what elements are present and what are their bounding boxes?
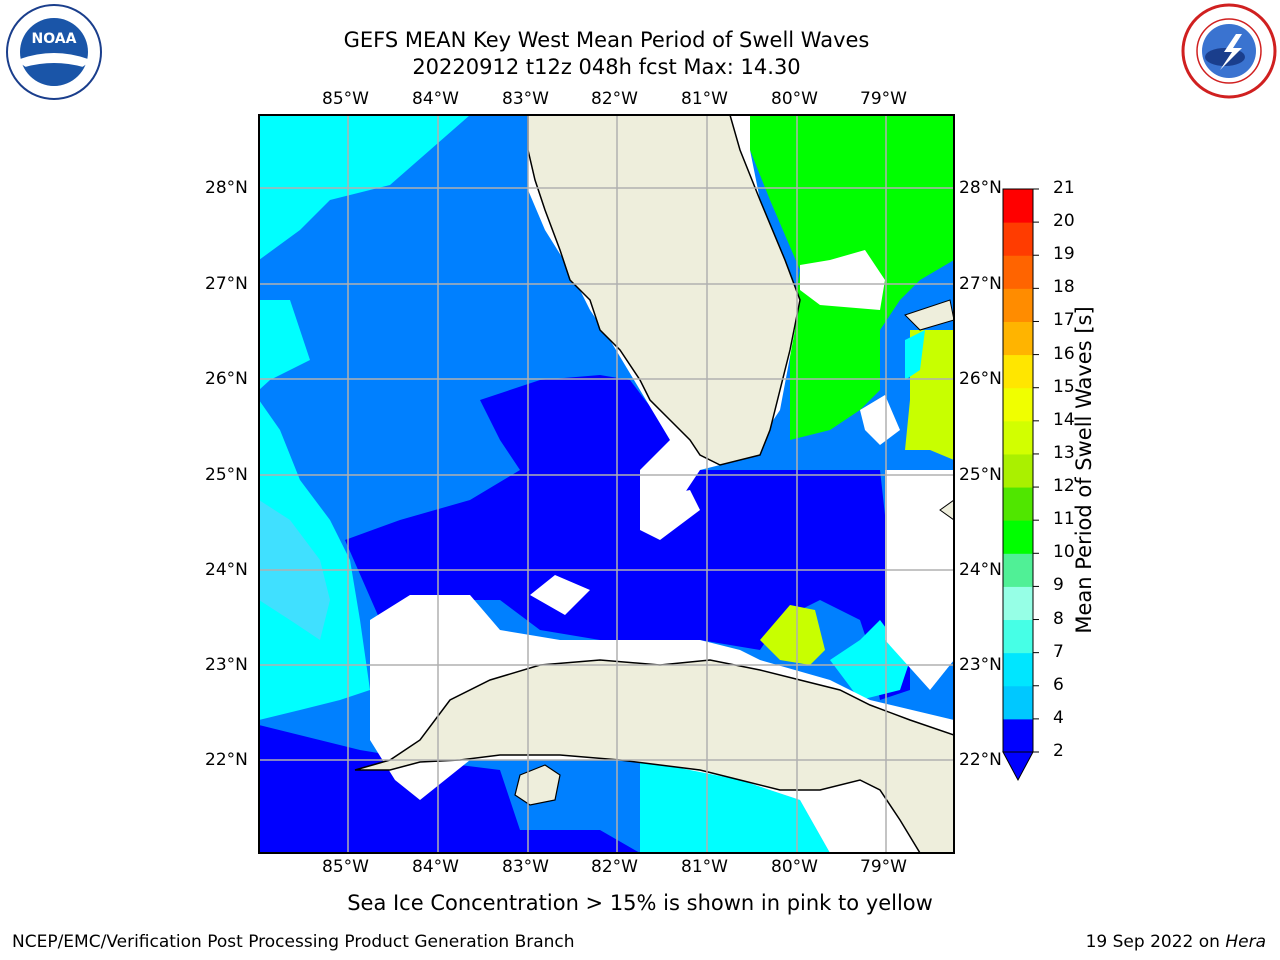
lat-label-left-3: 26°N [205, 369, 248, 389]
lon-label-bottom-6: 80°W [771, 857, 818, 877]
colorbar-bin [1003, 387, 1033, 422]
map-frame [258, 114, 955, 854]
lon-label-top-1: 85°W [322, 89, 369, 109]
colorbar-tick-label: 12 [1053, 476, 1075, 497]
lon-label-bottom-5: 81°W [681, 857, 728, 877]
lat-label-left-4: 25°N [205, 465, 248, 485]
lon-label-top-2: 84°W [412, 89, 459, 109]
map-gridlines [259, 115, 954, 853]
lon-label-bottom-7: 79°W [860, 857, 907, 877]
colorbar-bin [1003, 685, 1033, 720]
lon-label-top-3: 83°W [502, 89, 549, 109]
lat-label-right-2: 27°N [959, 274, 1002, 294]
colorbar-tick-label: 20 [1053, 211, 1075, 232]
colorbar-tick-label: 16 [1053, 343, 1075, 364]
lon-label-top-6: 80°W [771, 89, 818, 109]
lon-label-top-5: 81°W [681, 89, 728, 109]
lat-label-left-5: 24°N [205, 560, 248, 580]
colorbar-bin [1003, 189, 1033, 223]
footer-date-text: 19 Sep 2022 on [1085, 932, 1226, 952]
footer-host: Hera [1225, 932, 1266, 952]
chart-title-line1: GEFS MEAN Key West Mean Period of Swell … [343, 28, 870, 52]
colorbar-bin [1003, 420, 1033, 455]
colorbar-bin [1003, 453, 1033, 488]
colorbar [1002, 188, 1039, 782]
colorbar-label: Mean Period of Swell Waves [s] [1072, 306, 1096, 634]
colorbar-tick-label: 8 [1053, 608, 1064, 629]
colorbar-tick-label: 7 [1053, 641, 1064, 662]
lat-label-right-5: 24°N [959, 560, 1002, 580]
colorbar-frame [1002, 188, 1034, 753]
colorbar-tick-label: 4 [1053, 707, 1064, 728]
colorbar-tick-label: 14 [1053, 409, 1075, 430]
lon-label-top-4: 82°W [591, 89, 638, 109]
colorbar-tick-label: 10 [1053, 542, 1075, 563]
lat-label-right-4: 25°N [959, 465, 1002, 485]
colorbar-tick-label: 11 [1053, 509, 1075, 530]
noaa-logo-text: NOAA [32, 31, 77, 47]
colorbar-tick-label: 15 [1053, 376, 1075, 397]
colorbar-bin [1003, 652, 1033, 687]
map-field [259, 115, 954, 853]
lon-label-bottom-3: 83°W [502, 857, 549, 877]
lat-label-right-3: 26°N [959, 369, 1002, 389]
colorbar-bin [1003, 586, 1033, 621]
colorbar-bin [1003, 222, 1033, 256]
sea-ice-caption: Sea Ice Concentration > 15% is shown in … [347, 891, 933, 915]
nws-logo [1181, 3, 1277, 99]
colorbar-bin [1003, 553, 1033, 587]
colorbar-tick-label: 17 [1053, 310, 1075, 331]
colorbar-tick-label: 18 [1053, 277, 1075, 298]
colorbar-bin [1003, 487, 1033, 521]
colorbar-bin [1003, 520, 1033, 554]
lat-label-right-1: 28°N [959, 178, 1002, 198]
lat-label-left-6: 23°N [205, 655, 248, 675]
footer-credit: NCEP/EMC/Verification Post Processing Pr… [12, 932, 575, 952]
lat-label-left-1: 28°N [205, 178, 248, 198]
lat-label-left-2: 27°N [205, 274, 248, 294]
colorbar-bin [1003, 255, 1033, 289]
colorbar-bin [1003, 619, 1033, 654]
lat-label-left-7: 22°N [205, 750, 248, 770]
lon-label-top-7: 79°W [860, 89, 907, 109]
colorbar-tick-label: 9 [1053, 575, 1064, 596]
colorbar-tick-label: 19 [1053, 244, 1075, 265]
lat-label-right-6: 23°N [959, 655, 1002, 675]
colorbar-tick-label: 13 [1053, 442, 1075, 463]
lon-label-bottom-4: 82°W [591, 857, 638, 877]
lon-label-bottom-1: 85°W [322, 857, 369, 877]
colorbar-bin [1003, 288, 1033, 322]
colorbar-under-arrow [1002, 751, 1034, 782]
lon-label-bottom-2: 84°W [412, 857, 459, 877]
colorbar-tick-label: 2 [1053, 741, 1064, 761]
noaa-logo: NOAA [6, 4, 102, 100]
lat-label-right-7: 22°N [959, 750, 1002, 770]
chart-title-line2: 20220912 t12z 048h fcst Max: 14.30 [412, 55, 801, 79]
colorbar-tick-label: 6 [1053, 674, 1064, 695]
colorbar-tick-label: 21 [1053, 178, 1075, 198]
colorbar-bin [1003, 354, 1033, 389]
colorbar-bin [1003, 718, 1033, 753]
colorbar-bin [1003, 321, 1033, 356]
footer-date: 19 Sep 2022 on Hera [1086, 932, 1266, 952]
